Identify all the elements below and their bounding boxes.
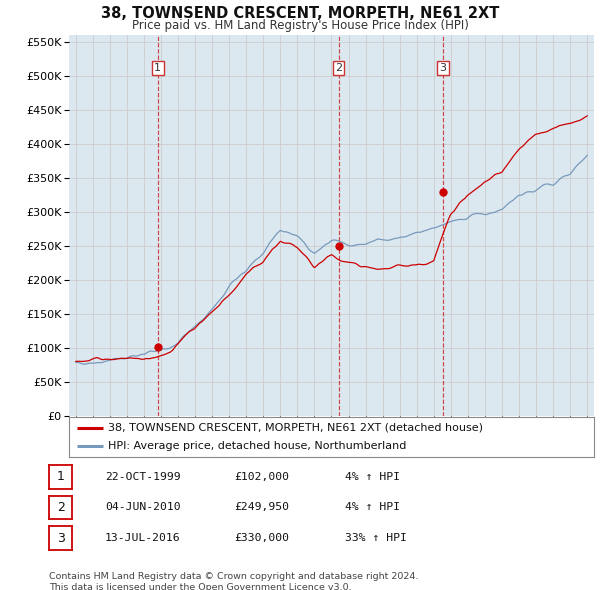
Text: 4% ↑ HPI: 4% ↑ HPI — [345, 503, 400, 512]
Text: Price paid vs. HM Land Registry's House Price Index (HPI): Price paid vs. HM Land Registry's House … — [131, 19, 469, 32]
Text: 13-JUL-2016: 13-JUL-2016 — [105, 533, 181, 543]
Text: HPI: Average price, detached house, Northumberland: HPI: Average price, detached house, Nort… — [109, 441, 407, 451]
Text: 4% ↑ HPI: 4% ↑ HPI — [345, 472, 400, 481]
Text: 1: 1 — [154, 63, 161, 73]
Text: 2: 2 — [335, 63, 342, 73]
Text: 3: 3 — [439, 63, 446, 73]
Text: 1: 1 — [56, 470, 65, 483]
Text: 38, TOWNSEND CRESCENT, MORPETH, NE61 2XT (detached house): 38, TOWNSEND CRESCENT, MORPETH, NE61 2XT… — [109, 423, 484, 433]
Text: Contains HM Land Registry data © Crown copyright and database right 2024.
This d: Contains HM Land Registry data © Crown c… — [49, 572, 419, 590]
Text: 33% ↑ HPI: 33% ↑ HPI — [345, 533, 407, 543]
Text: £330,000: £330,000 — [234, 533, 289, 543]
Text: £102,000: £102,000 — [234, 472, 289, 481]
Text: 22-OCT-1999: 22-OCT-1999 — [105, 472, 181, 481]
Text: 38, TOWNSEND CRESCENT, MORPETH, NE61 2XT: 38, TOWNSEND CRESCENT, MORPETH, NE61 2XT — [101, 6, 499, 21]
Text: £249,950: £249,950 — [234, 503, 289, 512]
Text: 2: 2 — [56, 501, 65, 514]
Text: 3: 3 — [56, 532, 65, 545]
Text: 04-JUN-2010: 04-JUN-2010 — [105, 503, 181, 512]
